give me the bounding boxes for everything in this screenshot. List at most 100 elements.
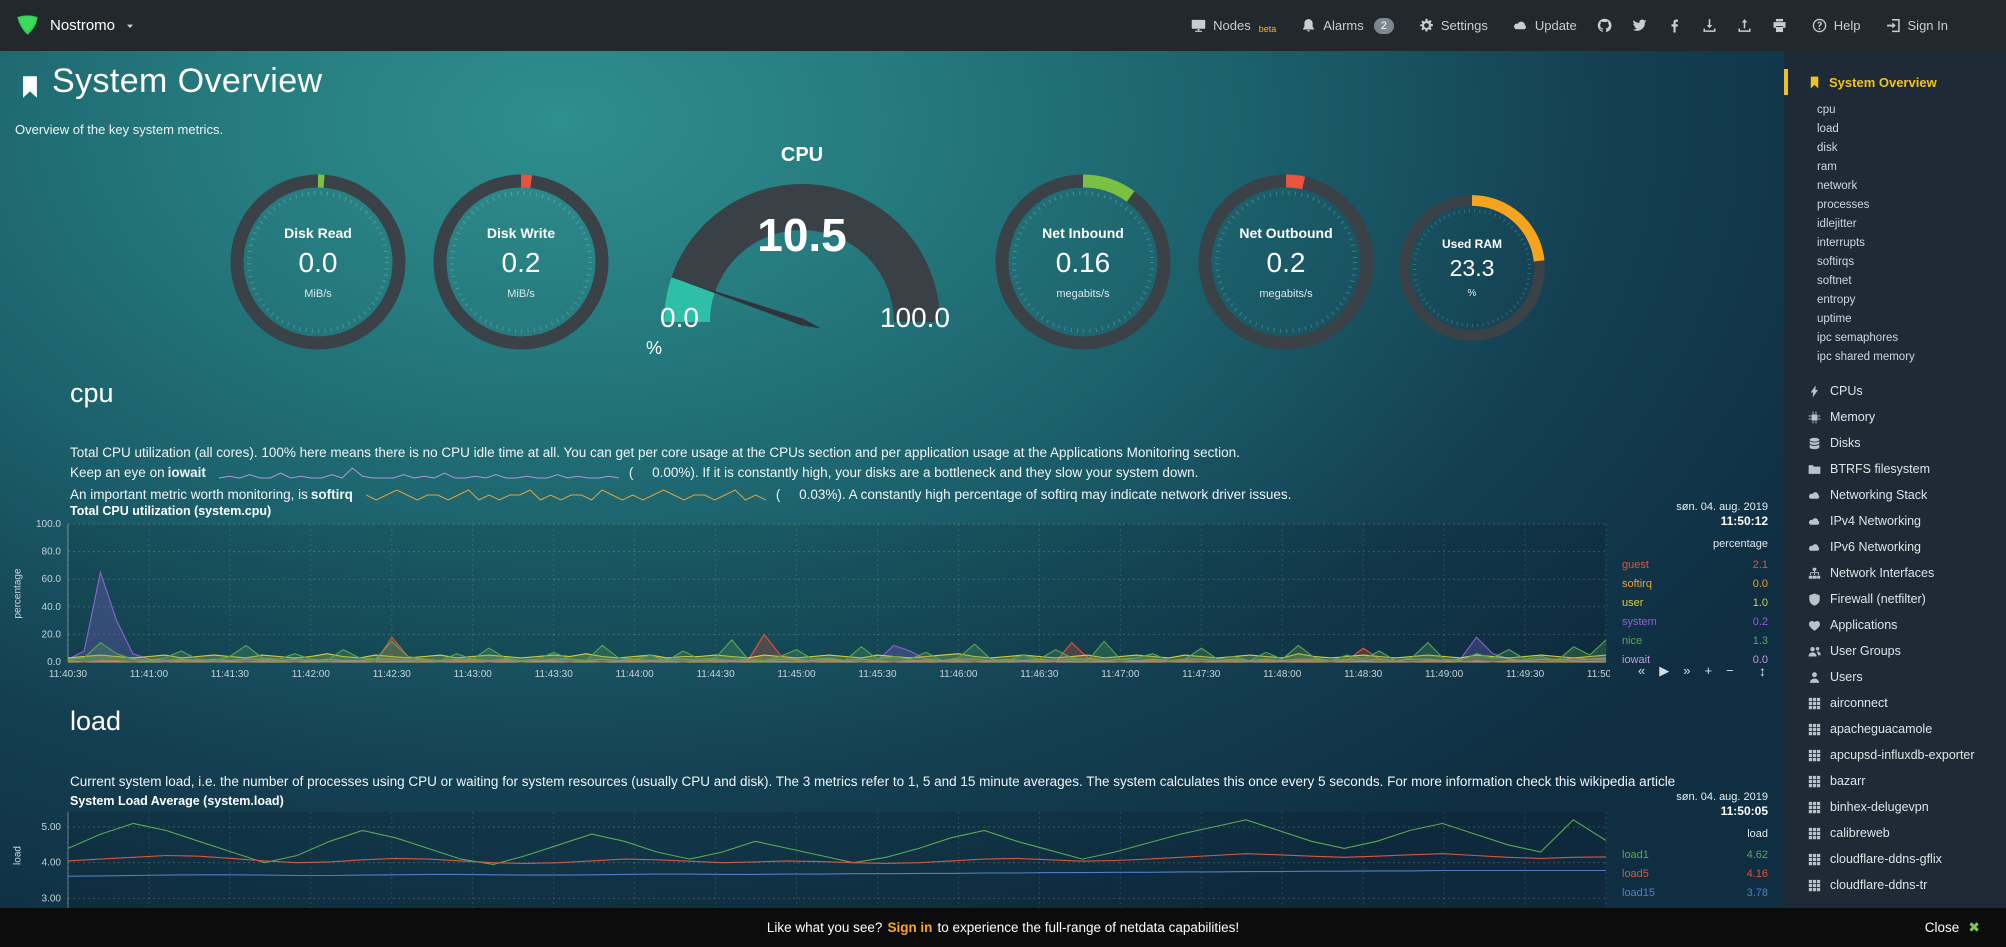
cloud-icon	[1808, 512, 1821, 528]
folder-icon	[1808, 460, 1821, 476]
chart-resize-handle[interactable]: ↕	[1759, 663, 1766, 679]
svg-text:100.0: 100.0	[36, 519, 61, 530]
sidebar-subitem-softnet[interactable]: softnet	[1817, 275, 1852, 287]
sidebar-item-apcupsd-influxdb-exporter[interactable]: apcupsd-influxdb-exporter	[1784, 742, 2006, 768]
svg-text:11:44:30: 11:44:30	[696, 669, 735, 680]
sidebar-subitem-entropy[interactable]: entropy	[1817, 294, 1856, 306]
sidebar-item-binhex-delugevpn[interactable]: binhex-delugevpn	[1784, 794, 2006, 820]
svg-text:11:41:30: 11:41:30	[211, 669, 250, 680]
legend-guest[interactable]: guest 2.1	[1622, 559, 1768, 571]
sidebar-item-firewall-netfilter[interactable]: Firewall (netfilter)	[1784, 586, 2006, 612]
sidebar-item-disks[interactable]: Disks	[1784, 430, 2006, 456]
sidebar-subitem-idlejitter[interactable]: idlejitter	[1817, 218, 1857, 230]
sidebar-subitem-ipc-semaphores[interactable]: ipc semaphores	[1817, 332, 1899, 344]
gauge-cpu-dial	[664, 184, 940, 329]
gauge-net-outbound[interactable]: Net Outbound 0.2 megabits/s	[1196, 172, 1376, 352]
sidebar-subitem-load[interactable]: load	[1817, 123, 1839, 135]
svg-text:11:47:00: 11:47:00	[1101, 669, 1140, 680]
zoom-out-button[interactable]: −	[1726, 663, 1734, 678]
chart-date: søn. 04. aug. 2019	[1676, 501, 1768, 513]
cloud-icon	[1513, 18, 1528, 33]
export-button[interactable]	[1737, 18, 1752, 33]
svg-text:3.00: 3.00	[42, 893, 62, 904]
sidebar-item-bazarr[interactable]: bazarr	[1784, 768, 2006, 794]
play-button[interactable]: ▶	[1659, 663, 1670, 678]
sitemap-icon	[1808, 564, 1821, 580]
sidebar-item-user-groups[interactable]: User Groups	[1784, 638, 2006, 664]
sidebar-item-users[interactable]: Users	[1784, 664, 2006, 690]
bottombar-close-button[interactable]: Close ✖	[1924, 919, 1980, 935]
softirq-sparkline	[365, 487, 767, 507]
node-selector[interactable]: Nostromo	[14, 12, 136, 39]
help-button[interactable]: Help	[1812, 18, 1861, 33]
sidebar-subitem-ram[interactable]: ram	[1817, 161, 1837, 173]
sidebar-item-calibreweb[interactable]: calibreweb	[1784, 820, 2006, 846]
settings-button[interactable]: Settings	[1419, 18, 1488, 33]
legend-load5[interactable]: load5 4.16	[1622, 868, 1768, 880]
sidebar-subitem-ipc-shared-memory[interactable]: ipc shared memory	[1817, 351, 1915, 363]
sidebar-item-system-overview[interactable]: System Overview	[1784, 69, 2006, 95]
cpu-chart-plot[interactable]: 0.0 20.0 40.0 60.0 80.0 100.0 11:40:30 11:41:00…	[0, 518, 1610, 684]
svg-text:11:50:00: 11:50:00	[1587, 669, 1610, 680]
sidebar-item-cpus[interactable]: CPUs	[1784, 378, 2006, 404]
sidebar-subitem-cpu[interactable]: cpu	[1817, 104, 1836, 116]
sidebar-item-ipv4-networking[interactable]: IPv4 Networking	[1784, 508, 2006, 534]
legend-unit: load	[1747, 828, 1768, 840]
netdata-logo-icon	[14, 12, 41, 39]
print-icon	[1772, 18, 1787, 33]
legend-nice[interactable]: nice 1.3	[1622, 635, 1768, 647]
sidebar-subitem-processes[interactable]: processes	[1817, 199, 1870, 211]
sidebar-item-btrfs-filesystem[interactable]: BTRFS filesystem	[1784, 456, 2006, 482]
iowait-sparkline	[218, 465, 619, 485]
sidebar-subitem-disk[interactable]: disk	[1817, 142, 1838, 154]
legend-load15[interactable]: load15 3.78	[1622, 887, 1768, 899]
sidebar-subitem-interrupts[interactable]: interrupts	[1817, 237, 1865, 249]
sidebar-subitem-softirqs[interactable]: softirqs	[1817, 256, 1855, 268]
forward-button[interactable]: »	[1683, 663, 1691, 678]
grid-icon	[1808, 850, 1821, 866]
nodes-button[interactable]: Nodes beta	[1191, 18, 1276, 34]
github-button[interactable]	[1597, 18, 1612, 33]
gauge-cpu[interactable]: CPU 10.5 0.0 100.0 %	[646, 140, 952, 360]
facebook-button[interactable]	[1667, 18, 1682, 33]
legend-user[interactable]: user 1.0	[1622, 597, 1768, 609]
sidebar-subitem-network[interactable]: network	[1817, 180, 1858, 192]
beta-badge: beta	[1258, 23, 1277, 34]
main-content: System Overview Overview of the key syst…	[0, 62, 1770, 935]
import-button[interactable]	[1702, 18, 1717, 33]
legend-load1[interactable]: load1 4.62	[1622, 849, 1768, 861]
gauge-value: 0.2	[501, 246, 541, 278]
gauge-net-inbound[interactable]: Net Inbound 0.16 megabits/s	[993, 172, 1173, 352]
sidebar-item-applications[interactable]: Applications	[1784, 612, 2006, 638]
sidebar-item-memory[interactable]: Memory	[1784, 404, 2006, 430]
topbar-nav: Nodes beta Alarms 2 Settings Update	[1166, 17, 1948, 34]
bottombar-signin-link[interactable]: Sign in	[887, 920, 933, 935]
disks-icon	[1808, 434, 1821, 450]
gauge-disk-read[interactable]: Disk Read 0.0 MiB/s	[228, 172, 408, 352]
sidebar-item-networking-stack[interactable]: Networking Stack	[1784, 482, 2006, 508]
zoom-in-button[interactable]: +	[1704, 663, 1713, 678]
sidebar-item-cloudflare-ddns-gflix[interactable]: cloudflare-ddns-gflix	[1784, 846, 2006, 872]
legend-system[interactable]: system 0.2	[1622, 616, 1768, 628]
svg-text:0.0: 0.0	[47, 657, 61, 668]
gauge-used-ram[interactable]: Used RAM 23.3%	[1397, 193, 1547, 343]
backward-button[interactable]: «	[1638, 663, 1646, 678]
gauge-disk-write[interactable]: Disk Write 0.2 MiB/s	[431, 172, 611, 352]
sidebar-item-airconnect[interactable]: airconnect	[1784, 690, 2006, 716]
alarms-button[interactable]: Alarms 2	[1301, 17, 1394, 34]
print-button[interactable]	[1772, 18, 1787, 33]
svg-text:11:49:00: 11:49:00	[1425, 669, 1464, 680]
legend-iowait[interactable]: iowait 0.0	[1622, 654, 1768, 666]
sidebar-item-cloudflare-ddns-tr[interactable]: cloudflare-ddns-tr	[1784, 872, 2006, 898]
legend-softirq[interactable]: softirq 0.0	[1622, 578, 1768, 590]
sidebar-item-ipv6-networking[interactable]: IPv6 Networking	[1784, 534, 2006, 560]
cpu-description-line2: Keep an eye on iowait( 0.00%). If it is c…	[70, 463, 1770, 485]
svg-text:11:44:00: 11:44:00	[616, 669, 655, 680]
gauge-ring	[433, 174, 609, 350]
signin-button[interactable]: Sign In	[1886, 18, 1948, 33]
twitter-button[interactable]	[1632, 18, 1647, 33]
sidebar-subitem-uptime[interactable]: uptime	[1817, 313, 1852, 325]
sidebar-item-apacheguacamole[interactable]: apacheguacamole	[1784, 716, 2006, 742]
sidebar-item-network-interfaces[interactable]: Network Interfaces	[1784, 560, 2006, 586]
update-button[interactable]: Update	[1513, 18, 1577, 33]
